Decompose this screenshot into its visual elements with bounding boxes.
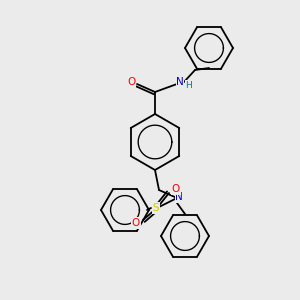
Text: O: O	[132, 218, 140, 228]
Text: O: O	[127, 77, 135, 87]
Text: H: H	[186, 80, 192, 89]
Text: S: S	[153, 203, 159, 213]
Text: N: N	[175, 192, 183, 202]
Text: N: N	[176, 77, 184, 87]
Text: O: O	[172, 184, 180, 194]
